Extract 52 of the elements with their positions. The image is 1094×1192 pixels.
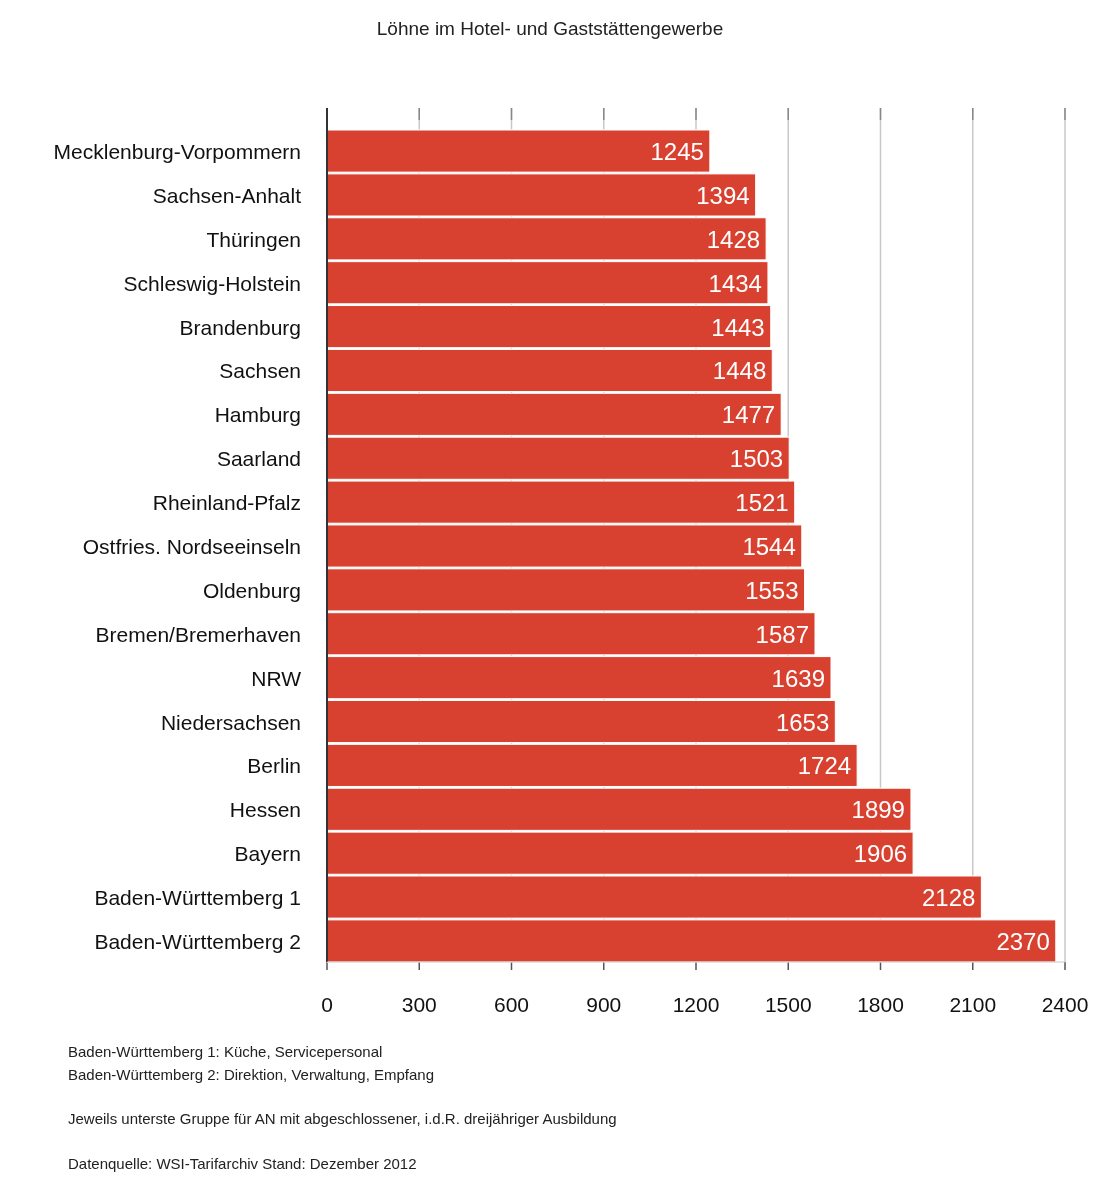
y-tick-label: Rheinland-Pfalz [152, 491, 301, 515]
data-label: 1544 [742, 533, 796, 560]
y-tick-label: Thüringen [206, 227, 301, 251]
x-tick-label: 900 [586, 993, 622, 1016]
y-tick-label: Mecklenburg-Vorpommern [53, 140, 301, 164]
text: Jeweils unterste Gruppe für AN mit abgeschlossener, i.d.R. dreijähriger Ausbildung [68, 1110, 617, 1127]
y-tick-label: Hamburg [214, 403, 301, 427]
y-tick-label: Saarland [216, 447, 301, 471]
data-label: 1394 [696, 181, 750, 209]
x-tick-label: 300 [401, 993, 437, 1016]
x-tick-label: 600 [493, 993, 530, 1016]
x-tick-label: 0 [321, 993, 333, 1016]
y-tick-label: Berlin [247, 754, 301, 778]
data-label: 1428 [706, 225, 761, 253]
data-label: 2370 [996, 927, 1050, 955]
data-label: 1448 [712, 357, 767, 385]
y-tick-label: Schleswig-Holstein [123, 271, 301, 295]
x-tick-label: 1200 [672, 993, 720, 1016]
data-label: 1639 [771, 664, 825, 692]
data-label: 1434 [708, 269, 762, 297]
y-tick-label: Bremen/Bremerhaven [95, 622, 301, 646]
y-tick-label: NRW [251, 666, 302, 690]
data-label: 1245 [650, 138, 704, 166]
data-label: 1503 [729, 445, 784, 473]
data-label: 1553 [745, 576, 799, 604]
y-tick-label: Oldenburg [202, 578, 301, 602]
data-label: 1653 [775, 708, 830, 736]
data-label: 2128 [921, 884, 976, 912]
text: Baden-Württemberg 2: Direktion, Verwaltung, Empfang [68, 1066, 435, 1083]
y-tick-label: Hessen [229, 798, 301, 822]
y-tick-label: Sachsen [219, 359, 301, 383]
chart-title: Löhne im Hotel- und Gaststättengewerbe [376, 18, 724, 39]
x-tick-label: 2400 [1041, 993, 1089, 1016]
y-tick-label: Brandenburg [179, 315, 301, 339]
y-tick-label: Baden-Württemberg 2 [94, 929, 301, 953]
data-label: 1587 [755, 620, 809, 648]
data-label: 1443 [711, 313, 765, 341]
data-label: 1906 [853, 840, 908, 868]
y-tick-label: Niedersachsen [160, 710, 301, 734]
y-tick-label: Baden-Württemberg 1 [94, 886, 301, 910]
data-label: 1477 [721, 401, 776, 429]
y-tick-label: Ostfries. Nordseeinseln [82, 535, 301, 558]
text: Baden-Württemberg 1: Küche, Servicepersonal [68, 1043, 383, 1060]
y-tick-label: Bayern [234, 842, 301, 866]
x-tick-label: 1800 [857, 993, 904, 1016]
data-label: 1899 [851, 796, 905, 824]
text: Datenquelle: WSI-Tarifarchiv Stand: Dezember 2012 [68, 1155, 417, 1172]
x-tick-label: 1500 [764, 993, 812, 1016]
data-label: 1724 [797, 752, 852, 780]
x-tick-label: 2100 [949, 993, 997, 1016]
y-tick-label: Sachsen-Anhalt [152, 183, 302, 207]
data-label: 1521 [735, 489, 789, 517]
